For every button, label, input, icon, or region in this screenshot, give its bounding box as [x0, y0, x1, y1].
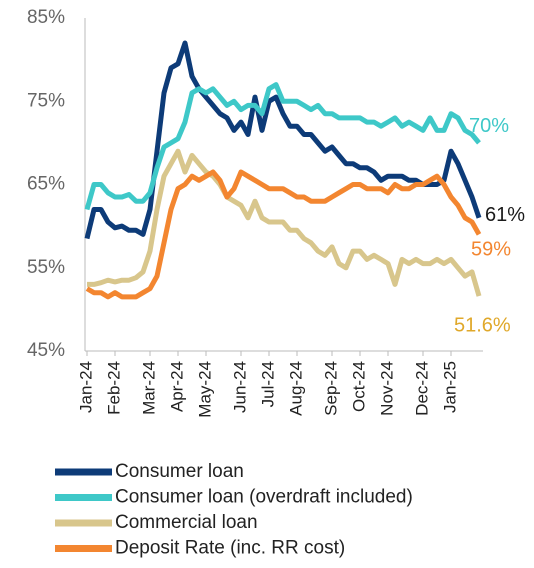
series-line: [85, 169, 482, 300]
series-line: [84, 40, 482, 240]
x-tick-label: Sep-24: [321, 361, 340, 416]
y-tick-label: 55%: [27, 257, 65, 278]
end-label: 51.6%: [454, 314, 511, 336]
end-label: 70%: [469, 115, 509, 137]
legend-label: Consumer loan: [115, 461, 244, 482]
y-tick-label: 45%: [27, 340, 65, 361]
y-tick-label: 85%: [27, 7, 65, 28]
x-tick-label: Apr-24: [167, 361, 186, 412]
end-label: 61%: [485, 204, 525, 226]
x-tick-label: Oct-24: [349, 361, 368, 412]
y-tick-label: 75%: [27, 90, 65, 111]
x-tick-label: Jul-24: [258, 361, 277, 407]
x-tick-label: May-24: [195, 361, 214, 418]
x-tick-label: Jan-24: [76, 361, 95, 413]
legend-label: Consumer loan (overdraft included): [115, 487, 413, 508]
legend-label: Commercial loan: [115, 512, 258, 533]
x-tick-label: Nov-24: [377, 361, 396, 416]
x-tick-label: Feb-24: [104, 361, 123, 415]
series-line: [87, 148, 482, 297]
x-tick-label: Jan-25: [440, 361, 459, 413]
end-label: 59%: [471, 239, 511, 261]
legend-label: Deposit Rate (inc. RR cost): [115, 538, 345, 559]
x-tick-label: Jun-24: [230, 361, 249, 413]
series-line: [84, 82, 481, 211]
x-tick-label: Aug-24: [286, 361, 305, 416]
x-tick-label: Mar-24: [139, 361, 158, 415]
x-tick-label: Dec-24: [412, 361, 431, 416]
y-tick-label: 65%: [27, 174, 65, 195]
